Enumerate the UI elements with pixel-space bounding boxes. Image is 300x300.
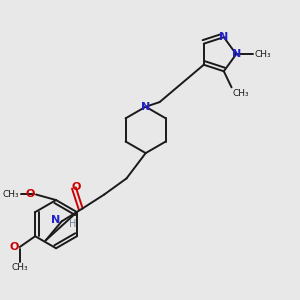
Text: O: O [71,182,80,192]
Text: CH₃: CH₃ [3,190,20,199]
Text: CH₃: CH₃ [254,50,271,59]
Text: N: N [232,49,241,59]
Text: O: O [9,242,19,252]
Text: N: N [51,215,61,225]
Text: N: N [219,32,228,42]
Text: CH₃: CH₃ [11,263,28,272]
Text: CH₃: CH₃ [232,89,249,98]
Text: H: H [69,219,77,229]
Text: O: O [26,190,35,200]
Text: N: N [141,102,150,112]
